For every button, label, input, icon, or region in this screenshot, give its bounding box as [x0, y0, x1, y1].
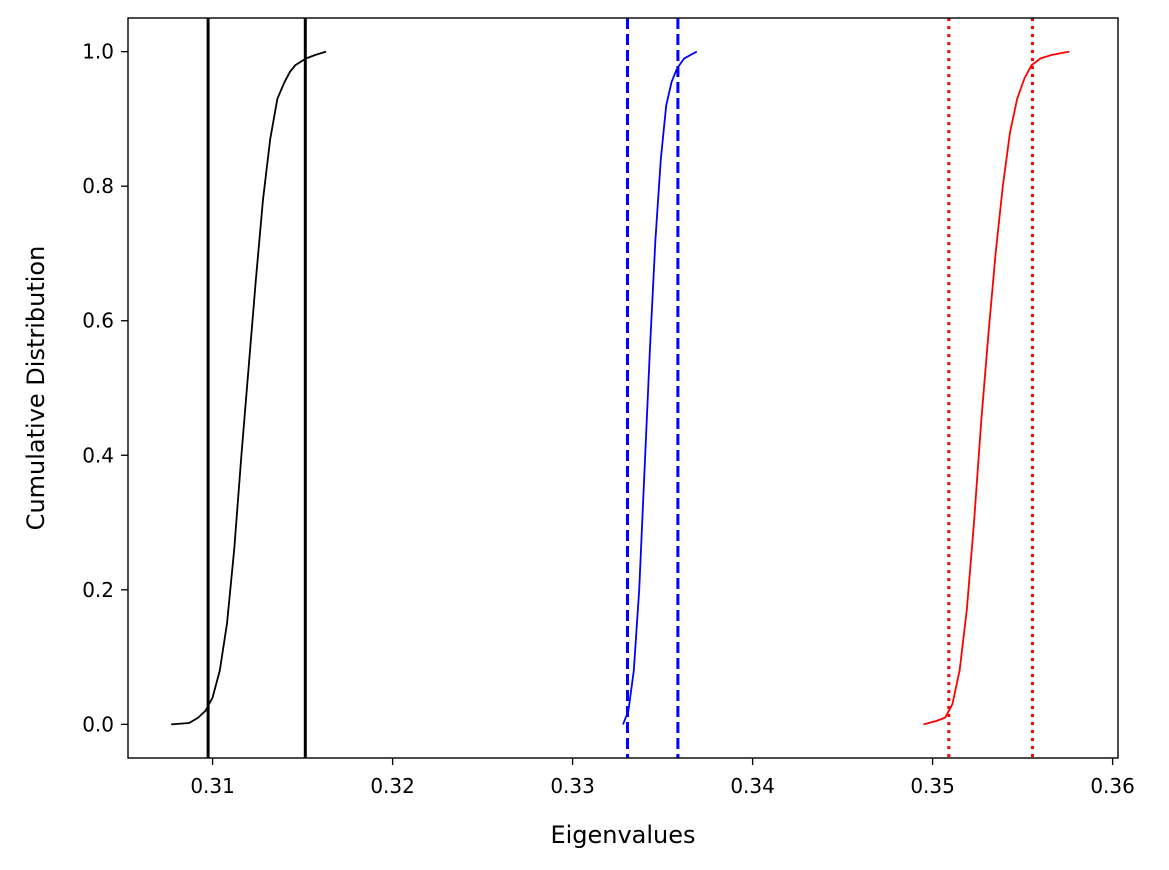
y-tick-label: 0.8 — [82, 174, 114, 198]
x-tick-label: 0.32 — [370, 774, 415, 798]
y-tick-label: 0.4 — [82, 443, 114, 467]
y-tick-label: 0.2 — [82, 578, 114, 602]
cdf-series-line-0 — [171, 50, 327, 726]
x-tick-label: 0.33 — [550, 774, 595, 798]
y-tick-label: 1.0 — [82, 40, 114, 64]
x-axis-label: Eigenvalues — [550, 821, 695, 849]
y-tick-label: 0.0 — [82, 712, 114, 736]
cdf-series-line-2 — [923, 50, 1070, 726]
x-tick-label: 0.31 — [190, 774, 235, 798]
axes-frame — [127, 17, 1119, 759]
y-tick-label: 0.6 — [82, 309, 114, 333]
plot-area — [171, 18, 1070, 758]
x-tick-label: 0.35 — [910, 774, 955, 798]
cdf-series-line-1 — [622, 50, 698, 725]
axis-ticks: 0.31 0.32 0.33 0.34 0.35 0.36 0.0 0.2 0.4 0.6 0.8 1… — [82, 40, 1135, 798]
x-tick-label: 0.34 — [730, 774, 775, 798]
y-axis-label: Cumulative Distribution — [22, 246, 50, 531]
x-tick-label: 0.36 — [1090, 774, 1135, 798]
